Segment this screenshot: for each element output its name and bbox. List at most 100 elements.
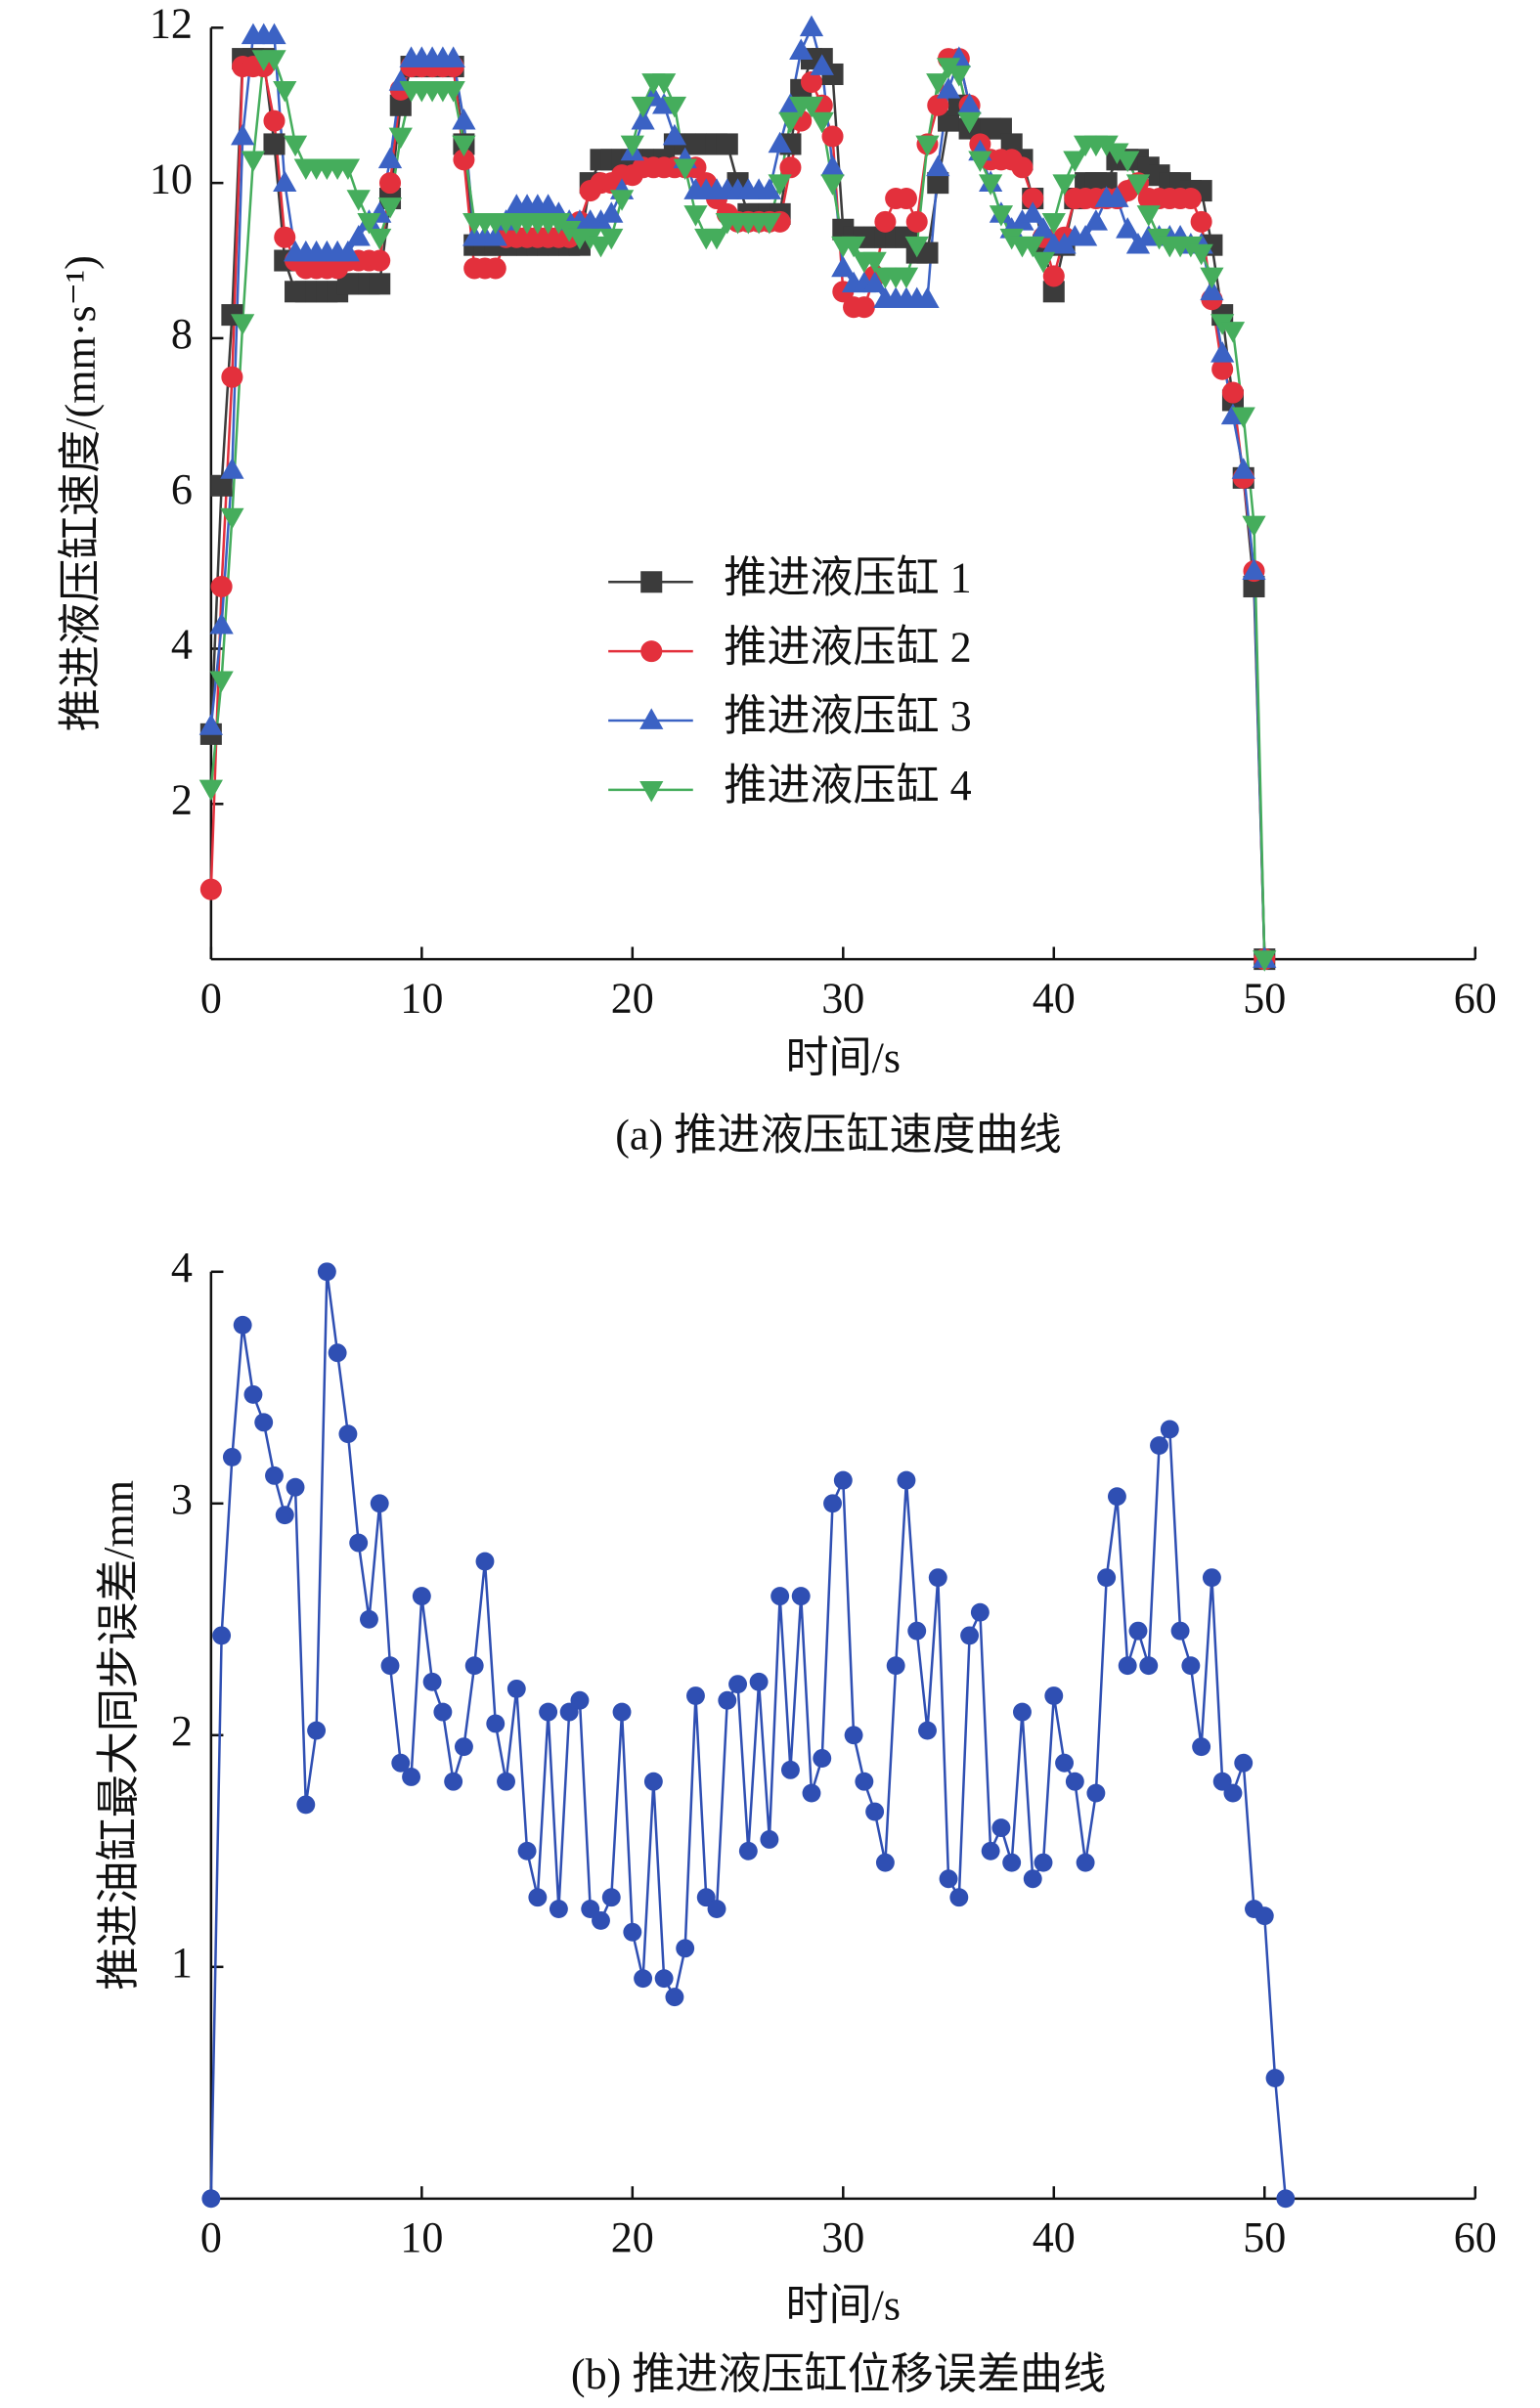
marker bbox=[328, 1343, 347, 1363]
marker bbox=[831, 255, 856, 278]
x-tick-label: 50 bbox=[1243, 2213, 1286, 2261]
marker bbox=[262, 22, 286, 45]
x-tick-label: 30 bbox=[821, 974, 864, 1022]
marker bbox=[904, 236, 929, 258]
marker bbox=[402, 1768, 421, 1786]
marker bbox=[296, 1795, 316, 1815]
marker bbox=[391, 1753, 411, 1773]
marker bbox=[441, 81, 465, 103]
marker bbox=[422, 1672, 442, 1691]
marker bbox=[592, 1910, 610, 1930]
marker bbox=[1042, 265, 1065, 287]
marker bbox=[1243, 575, 1265, 598]
marker bbox=[1010, 209, 1034, 231]
marker bbox=[640, 640, 663, 663]
marker bbox=[875, 1853, 895, 1872]
marker bbox=[853, 296, 875, 319]
marker bbox=[380, 1656, 400, 1676]
series-line bbox=[209, 1271, 1288, 2199]
marker bbox=[820, 154, 845, 177]
marker bbox=[1002, 1853, 1022, 1872]
marker bbox=[557, 220, 582, 242]
marker bbox=[895, 187, 917, 210]
marker bbox=[718, 1690, 737, 1710]
y-tick-label: 8 bbox=[171, 310, 193, 358]
marker bbox=[433, 1702, 453, 1722]
marker bbox=[1125, 174, 1151, 196]
marker bbox=[599, 228, 624, 250]
marker bbox=[799, 15, 824, 37]
marker bbox=[643, 1772, 663, 1791]
marker bbox=[454, 1737, 473, 1757]
marker bbox=[926, 73, 950, 95]
marker bbox=[549, 1900, 568, 1919]
marker bbox=[1211, 358, 1234, 380]
marker bbox=[1265, 2069, 1285, 2088]
marker bbox=[539, 1702, 558, 1722]
marker bbox=[221, 366, 243, 388]
marker bbox=[862, 271, 887, 293]
x-axis-label: 时间/s bbox=[786, 1034, 902, 1082]
marker bbox=[768, 131, 792, 153]
marker bbox=[201, 2189, 221, 2209]
marker bbox=[1160, 1420, 1179, 1439]
marker bbox=[1107, 1487, 1126, 1507]
marker bbox=[957, 111, 982, 134]
marker bbox=[220, 507, 244, 530]
y-axis-label: 推进液压缸速度/(mm·s⁻¹) bbox=[57, 255, 105, 731]
y-tick-label: 2 bbox=[171, 1707, 193, 1755]
marker bbox=[1076, 1853, 1095, 1872]
marker bbox=[1095, 172, 1118, 195]
marker bbox=[1170, 1621, 1190, 1641]
marker bbox=[1105, 186, 1129, 207]
marker bbox=[484, 257, 506, 280]
marker bbox=[210, 474, 233, 497]
marker bbox=[1276, 2189, 1296, 2209]
marker bbox=[813, 1749, 832, 1768]
marker bbox=[1179, 187, 1202, 210]
marker bbox=[716, 133, 738, 155]
marker bbox=[981, 1841, 1000, 1861]
marker bbox=[631, 108, 655, 130]
marker bbox=[210, 575, 233, 598]
marker bbox=[676, 1939, 695, 1958]
marker bbox=[810, 111, 834, 134]
marker bbox=[335, 240, 361, 262]
marker bbox=[1118, 1656, 1137, 1676]
marker bbox=[640, 571, 663, 593]
marker bbox=[683, 205, 708, 227]
marker bbox=[1210, 341, 1235, 363]
marker bbox=[639, 781, 664, 803]
marker bbox=[199, 878, 222, 900]
marker bbox=[599, 201, 624, 223]
marker bbox=[198, 714, 223, 735]
marker bbox=[791, 1587, 811, 1606]
marker bbox=[412, 1587, 431, 1606]
chart-caption: (a) 推进液压缸速度曲线 bbox=[615, 1111, 1062, 1159]
marker bbox=[1178, 236, 1203, 258]
marker bbox=[686, 1686, 705, 1705]
chart-caption: (b) 推进液压缸位移误差曲线 bbox=[571, 2350, 1106, 2398]
marker bbox=[1181, 1656, 1201, 1676]
marker bbox=[907, 1621, 927, 1641]
marker bbox=[999, 228, 1024, 250]
marker bbox=[570, 1690, 590, 1710]
marker bbox=[927, 172, 949, 195]
marker bbox=[820, 174, 845, 196]
marker bbox=[1139, 1656, 1159, 1676]
marker bbox=[957, 93, 982, 114]
marker bbox=[453, 149, 475, 171]
marker bbox=[989, 205, 1014, 227]
marker bbox=[1221, 381, 1244, 404]
marker bbox=[360, 1609, 378, 1629]
marker bbox=[673, 158, 697, 180]
marker bbox=[946, 66, 971, 87]
marker bbox=[1202, 1568, 1221, 1588]
marker bbox=[779, 156, 802, 179]
marker bbox=[222, 1447, 242, 1467]
y-tick-label: 12 bbox=[150, 0, 193, 47]
marker bbox=[1220, 322, 1246, 343]
marker bbox=[346, 190, 371, 211]
y-tick-label: 10 bbox=[150, 154, 193, 202]
